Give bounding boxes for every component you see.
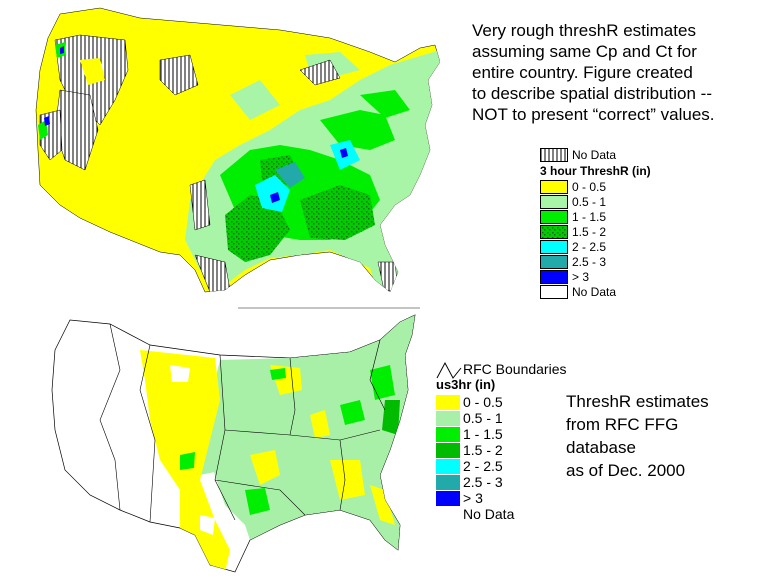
legend-swatch bbox=[540, 195, 568, 209]
speckled-region bbox=[225, 195, 290, 262]
legend-swatch bbox=[436, 507, 460, 522]
top-legend: No Data 3 hour ThreshR (in) 0 - 0.5 0.5 … bbox=[540, 148, 670, 300]
top-note-line: NOT to present “correct” values. bbox=[472, 105, 715, 124]
rfc-boundary-icon bbox=[436, 361, 462, 379]
top-note-line: assuming same Cp and Ct for bbox=[472, 42, 697, 61]
nodata-hatch-swatch bbox=[540, 148, 568, 162]
bottom-legend-item: 0 - 0.5 bbox=[436, 395, 536, 411]
bottom-legend-item: 2.5 - 3 bbox=[436, 475, 536, 491]
bottom-legend-item: 1 - 1.5 bbox=[436, 427, 536, 443]
legend-label: > 3 bbox=[572, 270, 590, 284]
legend-swatch bbox=[540, 180, 568, 194]
top-note: Very rough threshR estimates assuming sa… bbox=[472, 20, 715, 125]
bottom-note-line: ThreshR estimates bbox=[566, 392, 709, 411]
bottom-map bbox=[51, 314, 416, 573]
legend-label: 0 - 0.5 bbox=[463, 394, 503, 410]
top-legend-title: 3 hour ThreshR (in) bbox=[540, 164, 651, 178]
bottom-note-line: from RFC FFG bbox=[566, 415, 679, 434]
bottom-legend-item: > 3 bbox=[436, 491, 536, 507]
top-map bbox=[35, 7, 440, 309]
legend-label: 0.5 - 1 bbox=[463, 410, 503, 426]
legend-swatch bbox=[540, 240, 568, 254]
bottom-legend-item: 2 - 2.5 bbox=[436, 459, 536, 475]
top-legend-item: 0.5 - 1 bbox=[540, 195, 606, 210]
top-legend-item: 2.5 - 3 bbox=[540, 255, 606, 270]
legend-label: 1 - 1.5 bbox=[463, 426, 503, 442]
legend-swatch bbox=[540, 255, 568, 269]
top-legend-item: 0 - 0.5 bbox=[540, 180, 606, 195]
rfc-boundaries bbox=[99, 323, 386, 523]
legend-label: No Data bbox=[463, 506, 515, 522]
bottom-legend-item: 0.5 - 1 bbox=[436, 411, 536, 427]
legend-label: 2.5 - 3 bbox=[463, 474, 503, 490]
top-legend-item: 2 - 2.5 bbox=[540, 240, 606, 255]
bottom-legend-item: 1.5 - 2 bbox=[436, 443, 536, 459]
cyan-region bbox=[255, 175, 290, 212]
legend-swatch bbox=[436, 459, 460, 474]
bottom-legend-title: us3hr (in) bbox=[436, 377, 496, 392]
top-legend-nodata-header: No Data bbox=[572, 148, 617, 162]
top-legend-item: 1 - 1.5 bbox=[540, 210, 606, 225]
legend-label: 0 - 0.5 bbox=[572, 180, 607, 194]
top-note-line: entire country. Figure created bbox=[472, 63, 693, 82]
legend-swatch bbox=[436, 411, 460, 426]
legend-swatch bbox=[436, 427, 460, 442]
top-legend-item: 1.5 - 2 bbox=[540, 225, 606, 240]
legend-label: 2 - 2.5 bbox=[463, 458, 503, 474]
legend-swatch bbox=[436, 395, 460, 410]
legend-swatch bbox=[436, 443, 460, 458]
legend-label: 1 - 1.5 bbox=[572, 210, 607, 224]
bottom-note: ThreshR estimates from RFC FFG database … bbox=[566, 390, 709, 482]
rfc-boundary-label: RFC Boundaries bbox=[463, 361, 567, 377]
legend-swatch bbox=[540, 270, 568, 284]
legend-swatch bbox=[436, 475, 460, 490]
top-legend-item: No Data bbox=[540, 285, 616, 300]
legend-label: 2 - 2.5 bbox=[572, 240, 607, 254]
bottom-legend: RFC Boundaries us3hr (in) 0 - 0.5 0.5 - … bbox=[436, 360, 567, 530]
legend-label: No Data bbox=[572, 285, 617, 299]
legend-label: > 3 bbox=[463, 490, 483, 506]
legend-label: 1.5 - 2 bbox=[572, 225, 607, 239]
legend-swatch bbox=[540, 225, 568, 239]
legend-label: 1.5 - 2 bbox=[463, 442, 503, 458]
bottom-green bbox=[370, 365, 395, 400]
legend-label: 2.5 - 3 bbox=[572, 255, 607, 269]
legend-label: 0.5 - 1 bbox=[572, 195, 607, 209]
legend-swatch bbox=[436, 491, 460, 506]
top-legend-item: > 3 bbox=[540, 270, 600, 285]
legend-swatch bbox=[540, 210, 568, 224]
bottom-note-line: database bbox=[566, 438, 636, 457]
top-note-line: Very rough threshR estimates bbox=[472, 21, 696, 40]
legend-swatch bbox=[540, 285, 568, 299]
bottom-note-line: as of Dec. 2000 bbox=[566, 461, 686, 480]
bottom-legend-item: No Data bbox=[436, 507, 536, 523]
top-note-line: to describe spatial distribution -- bbox=[472, 84, 713, 103]
blue-region bbox=[270, 192, 280, 203]
